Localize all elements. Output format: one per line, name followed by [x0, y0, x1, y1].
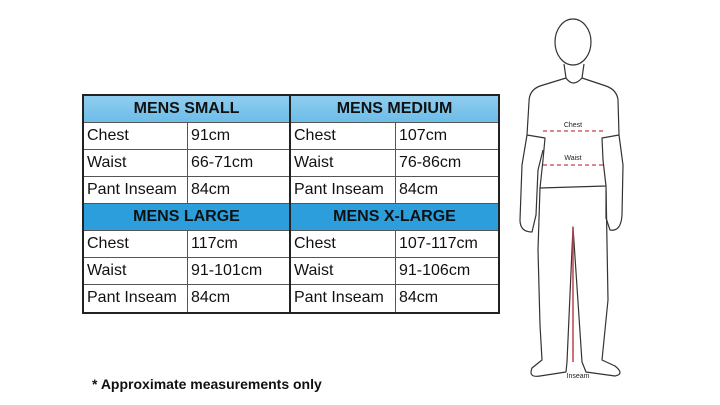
- measure-label: Chest: [291, 231, 396, 258]
- chest-label: Chest: [564, 122, 582, 129]
- measure-value: 91cm: [188, 123, 289, 150]
- measure-label: Chest: [291, 123, 396, 150]
- size-title: MENS MEDIUM: [291, 96, 498, 123]
- arms-outline: [519, 134, 624, 233]
- size-title: MENS X-LARGE: [291, 204, 498, 231]
- measure-label: Pant Inseam: [291, 177, 396, 204]
- head: [554, 18, 592, 66]
- measure-label: Pant Inseam: [291, 285, 396, 312]
- size-block-medium: MENS MEDIUM Chest 107cm Waist 76-86cm Pant…: [291, 96, 498, 204]
- inseam-label: Inseam: [567, 373, 590, 380]
- measure-value: 66-71cm: [188, 150, 289, 177]
- measure-value: 84cm: [399, 289, 439, 306]
- measure-label: Pant Inseam: [84, 285, 188, 312]
- measure-value: 84cm: [191, 289, 231, 306]
- size-title: MENS LARGE: [84, 204, 289, 231]
- measure-label: Pant Inseam: [84, 177, 188, 204]
- size-block-small: MENS SMALL Chest 91cm Waist 66-71cm Pant I…: [84, 96, 291, 204]
- measure-label: Waist: [291, 258, 396, 285]
- measure-label: Waist: [291, 150, 396, 177]
- measure-value: 84cm: [188, 177, 289, 204]
- size-title: MENS SMALL: [84, 96, 289, 123]
- measure-label: Waist: [84, 150, 188, 177]
- measure-label: Chest: [84, 123, 188, 150]
- size-block-large: MENS LARGE Chest 117cm Waist 91-101cm Pant…: [84, 204, 291, 312]
- torso-outline: [526, 63, 620, 189]
- measure-value: 91-106cm: [396, 258, 498, 285]
- size-chart: MENS SMALL Chest 91cm Waist 66-71cm Pant I…: [82, 94, 500, 314]
- measure-label: Chest: [84, 231, 188, 258]
- measure-value: 107-117cm: [396, 231, 498, 258]
- size-block-xlarge: MENS X-LARGE Chest 107-117cm Waist 91-106c…: [291, 204, 498, 312]
- measure-value: 91-101cm: [188, 258, 289, 285]
- measure-value: 107cm: [396, 123, 498, 150]
- measure-value: 117cm: [188, 231, 289, 258]
- body-figure-illustration: Chest Waist Inseam: [519, 18, 624, 380]
- footnote: * Approximate measurements only: [92, 376, 322, 392]
- measure-label: Waist: [84, 258, 188, 285]
- legs-outline: [530, 185, 621, 377]
- waist-label: Waist: [564, 155, 581, 162]
- measure-value: 84cm: [396, 177, 498, 204]
- measure-value: 76-86cm: [396, 150, 498, 177]
